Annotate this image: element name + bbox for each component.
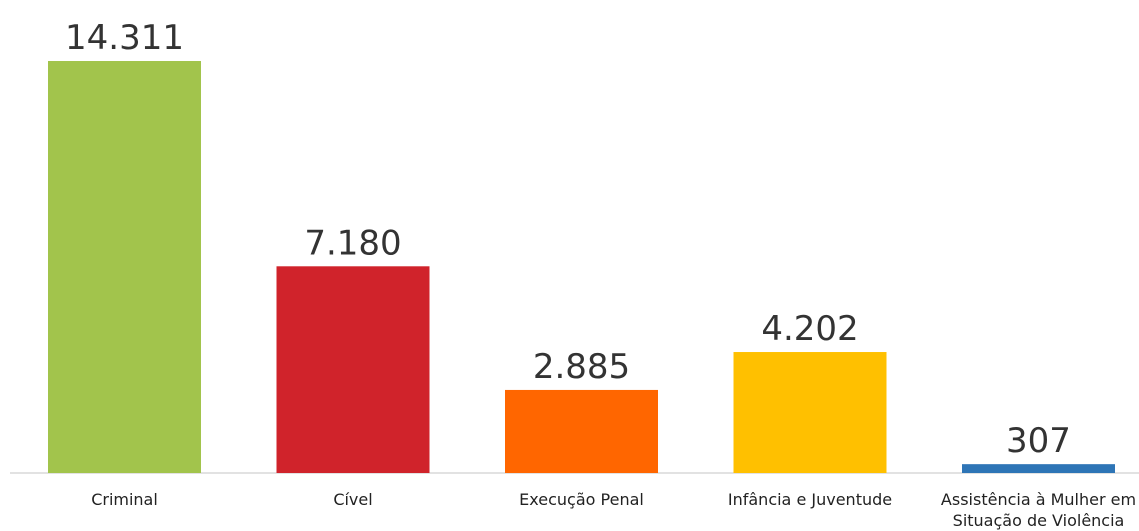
bar-1 — [276, 266, 430, 473]
value-label-0: 14.311 — [65, 18, 184, 58]
bar-3 — [733, 352, 887, 473]
category-label-4-line-0: Assistência à Mulher em — [941, 490, 1136, 509]
bar-4 — [962, 464, 1115, 473]
category-label-4-line-1: Situação de Violência — [953, 511, 1125, 530]
value-labels-group: 14.311 7.180 2.885 4.202 307 — [65, 18, 1071, 461]
value-label-3: 4.202 — [761, 309, 858, 349]
bar-0 — [48, 61, 201, 473]
value-label-2: 2.885 — [533, 347, 630, 387]
bars-group — [48, 61, 1115, 473]
category-label-0: Criminal — [91, 490, 158, 509]
category-labels-group: Criminal Cível Execução Penal Infância e Ju… — [91, 490, 1136, 530]
category-label-2: Execução Penal — [519, 490, 644, 509]
category-label-1: Cível — [333, 490, 372, 509]
value-label-1: 7.180 — [304, 223, 401, 263]
bar-2 — [505, 389, 658, 473]
value-label-4: 307 — [1006, 421, 1071, 461]
category-label-3: Infância e Juventude — [728, 490, 892, 509]
